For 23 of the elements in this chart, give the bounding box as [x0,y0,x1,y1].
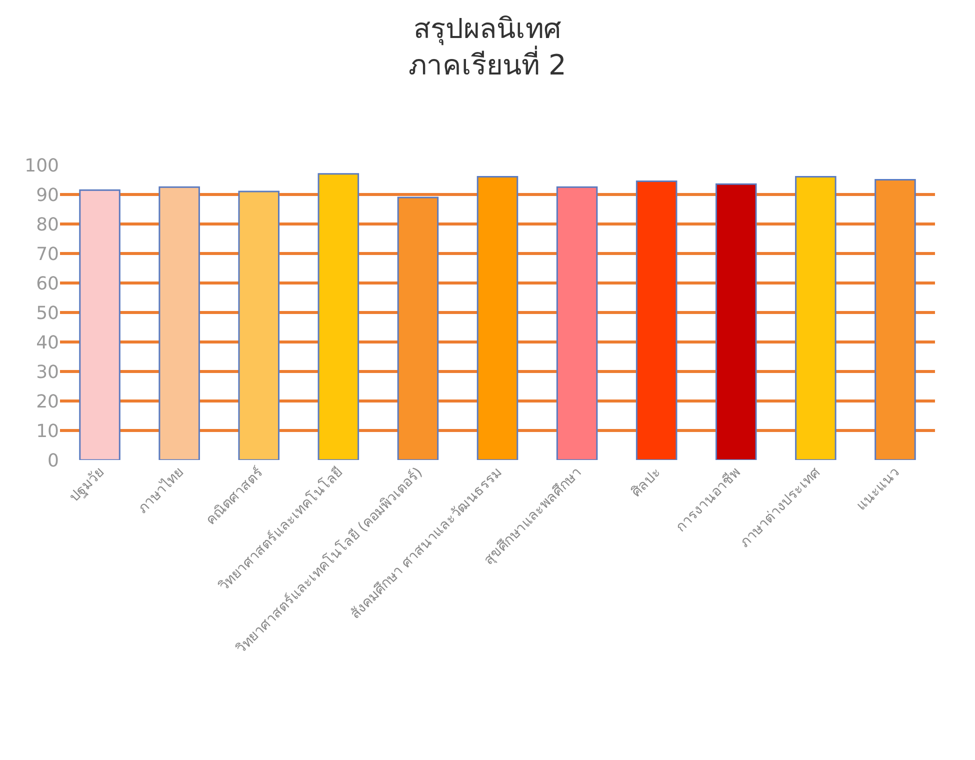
y-tick-label: 80 [36,214,59,236]
bar [476,176,518,460]
y-tick-label: 20 [36,391,59,412]
y-tick-label: 10 [36,420,59,442]
bar [79,189,120,460]
chart-title: สรุปผลนิเทศ ภาคเรียนที่ 2 [408,12,566,82]
bar [397,196,439,460]
bar [636,180,678,460]
y-tick-label: 0 [48,450,59,472]
y-tick-label: 50 [36,302,59,324]
bar [318,173,360,460]
bar [556,186,598,460]
y-tick-label: 100 [24,155,59,176]
bar [158,186,200,460]
y-tick-label: 30 [36,362,59,383]
bar [874,179,916,460]
y-tick-label: 60 [36,273,59,294]
y-tick-label: 40 [36,332,59,354]
bar [238,190,280,460]
bar [716,183,757,460]
y-tick-label: 70 [36,244,59,265]
bar [795,176,836,460]
y-tick-label: 90 [36,184,59,206]
